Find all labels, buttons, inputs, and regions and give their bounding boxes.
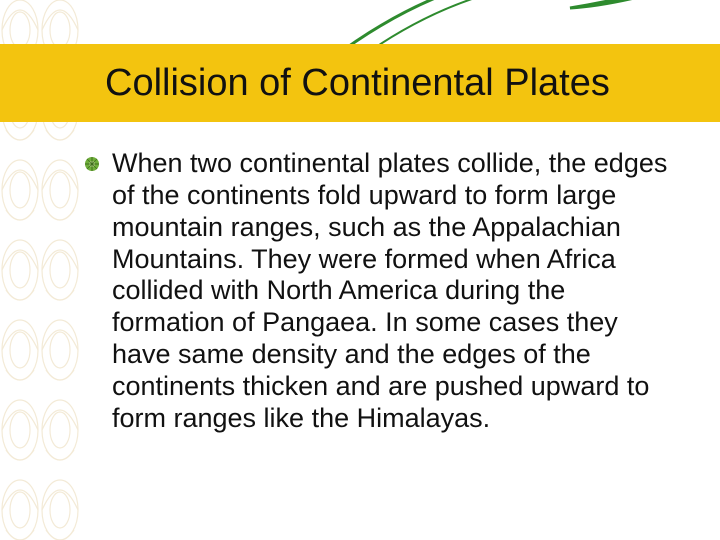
title-band: Collision of Continental Plates	[0, 44, 720, 122]
body-area: When two continental plates collide, the…	[82, 148, 672, 435]
bullet-item: When two continental plates collide, the…	[82, 148, 672, 435]
body-text: When two continental plates collide, the…	[112, 148, 672, 435]
leaf-bullet-icon	[82, 154, 102, 174]
slide-title: Collision of Continental Plates	[105, 62, 610, 105]
